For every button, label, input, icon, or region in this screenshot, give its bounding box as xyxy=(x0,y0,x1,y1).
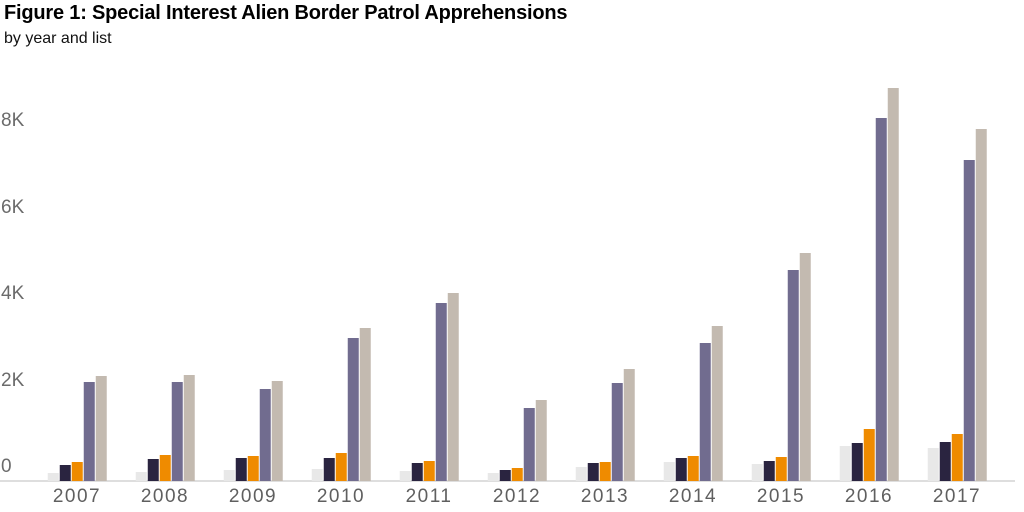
bar-group-2017: 2017 xyxy=(913,0,1001,512)
x-tick-label-2007: 2007 xyxy=(52,486,102,507)
bar-2016-series-1-light-gray xyxy=(839,446,851,481)
bar-2012-series-2-dark-navy xyxy=(499,470,511,481)
bar-cluster-2008 xyxy=(135,375,195,481)
bar-2010-series-1-light-gray xyxy=(311,469,323,481)
bar-2009-series-5-tan xyxy=(271,381,283,481)
bar-2017-series-4-purple xyxy=(963,160,975,481)
bar-2013-series-3-orange xyxy=(599,461,611,481)
bar-group-2013: 2013 xyxy=(561,0,649,512)
bar-2011-series-5-tan xyxy=(447,292,459,481)
bar-2012-series-4-purple xyxy=(523,407,535,481)
bar-2017-series-3-orange xyxy=(951,433,963,481)
bar-2012-series-3-orange xyxy=(511,467,523,481)
bar-2008-series-5-tan xyxy=(183,375,195,481)
bar-2009-series-1-light-gray xyxy=(223,470,235,481)
bar-cluster-2012 xyxy=(487,399,547,481)
bar-2016-series-5-tan xyxy=(887,88,899,481)
chart-subtitle: by year and list xyxy=(4,30,112,47)
bar-group-2014: 2014 xyxy=(649,0,737,512)
bar-cluster-2009 xyxy=(223,381,283,481)
bar-group-2011: 2011 xyxy=(385,0,473,512)
bar-2009-series-2-dark-navy xyxy=(235,458,247,481)
bar-2009-series-4-purple xyxy=(259,389,271,481)
plot-area: 2007 2008 2009 2010 2011 2012 2013 2014 2015 2016… xyxy=(33,0,1001,512)
bar-cluster-2007 xyxy=(47,376,107,481)
bar-cluster-2015 xyxy=(751,252,811,481)
y-tick-label-2K: 2K xyxy=(1,369,25,391)
bar-2014-series-3-orange xyxy=(687,456,699,481)
bar-cluster-2014 xyxy=(663,326,723,481)
bar-2007-series-3-orange xyxy=(71,461,83,481)
y-tick-label-4K: 4K xyxy=(1,283,25,305)
bar-2008-series-4-purple xyxy=(171,381,183,481)
bar-2011-series-1-light-gray xyxy=(399,471,411,481)
chart-title: Figure 1: Special Interest Alien Border … xyxy=(4,2,568,24)
bar-2015-series-5-tan xyxy=(799,252,811,481)
y-tick-label-6K: 6K xyxy=(1,196,25,218)
bar-group-2012: 2012 xyxy=(473,0,561,512)
y-tick-label-8K: 8K xyxy=(1,110,25,132)
bar-2015-series-4-purple xyxy=(787,269,799,481)
bar-2015-series-1-light-gray xyxy=(751,463,763,481)
bar-2007-series-4-purple xyxy=(83,381,95,481)
bar-2016-series-2-dark-navy xyxy=(851,442,863,481)
bar-2016-series-4-purple xyxy=(875,118,887,481)
bar-cluster-2011 xyxy=(399,292,459,481)
bar-group-2010: 2010 xyxy=(297,0,385,512)
x-tick-label-2013: 2013 xyxy=(580,486,630,507)
bar-2008-series-3-orange xyxy=(159,454,171,481)
x-axis-line xyxy=(0,480,1015,482)
bar-2008-series-1-light-gray xyxy=(135,472,147,481)
bar-cluster-2013 xyxy=(575,369,635,481)
bar-2017-series-1-light-gray xyxy=(927,447,939,481)
bar-group-2009: 2009 xyxy=(209,0,297,512)
bar-cluster-2010 xyxy=(311,327,371,481)
bar-cluster-2016 xyxy=(839,88,899,481)
bar-2010-series-3-orange xyxy=(335,452,347,481)
bar-cluster-2017 xyxy=(927,128,987,481)
x-tick-label-2016: 2016 xyxy=(844,486,894,507)
bar-2013-series-1-light-gray xyxy=(575,466,587,481)
bar-2013-series-4-purple xyxy=(611,382,623,481)
bar-2015-series-3-orange xyxy=(775,457,787,481)
bar-2013-series-2-dark-navy xyxy=(587,462,599,481)
bar-2007-series-2-dark-navy xyxy=(59,465,71,481)
x-tick-label-2014: 2014 xyxy=(668,486,718,507)
bar-2008-series-2-dark-navy xyxy=(147,458,159,481)
bar-2013-series-5-tan xyxy=(623,369,635,481)
bar-2014-series-4-purple xyxy=(699,342,711,481)
y-tick-label-0: 0 xyxy=(1,456,12,477)
bar-2012-series-1-light-gray xyxy=(487,473,499,481)
bar-2011-series-2-dark-navy xyxy=(411,463,423,481)
bar-2010-series-2-dark-navy xyxy=(323,458,335,481)
bar-2010-series-5-tan xyxy=(359,327,371,481)
bar-group-2016: 2016 xyxy=(825,0,913,512)
bar-2014-series-1-light-gray xyxy=(663,461,675,481)
bar-2017-series-5-tan xyxy=(975,128,987,481)
bar-2007-series-5-tan xyxy=(95,376,107,481)
x-tick-label-2015: 2015 xyxy=(756,486,806,507)
x-tick-label-2017: 2017 xyxy=(932,486,982,507)
x-tick-label-2010: 2010 xyxy=(316,486,366,507)
bar-2014-series-5-tan xyxy=(711,326,723,481)
x-tick-label-2011: 2011 xyxy=(405,486,453,507)
bar-2014-series-2-dark-navy xyxy=(675,457,687,481)
bar-group-2008: 2008 xyxy=(121,0,209,512)
x-tick-label-2012: 2012 xyxy=(492,486,542,507)
bar-2010-series-4-purple xyxy=(347,337,359,481)
x-tick-label-2008: 2008 xyxy=(140,486,190,507)
bar-2011-series-3-orange xyxy=(423,461,435,481)
bar-group-2015: 2015 xyxy=(737,0,825,512)
bar-2011-series-4-purple xyxy=(435,303,447,481)
bar-2012-series-5-tan xyxy=(535,399,547,481)
bar-2015-series-2-dark-navy xyxy=(763,460,775,481)
bar-2009-series-3-orange xyxy=(247,455,259,481)
bar-2017-series-2-dark-navy xyxy=(939,441,951,481)
bar-2016-series-3-orange xyxy=(863,428,875,481)
x-tick-label-2009: 2009 xyxy=(228,486,278,507)
bar-group-2007: 2007 xyxy=(33,0,121,512)
bar-2007-series-1-light-gray xyxy=(47,472,59,481)
